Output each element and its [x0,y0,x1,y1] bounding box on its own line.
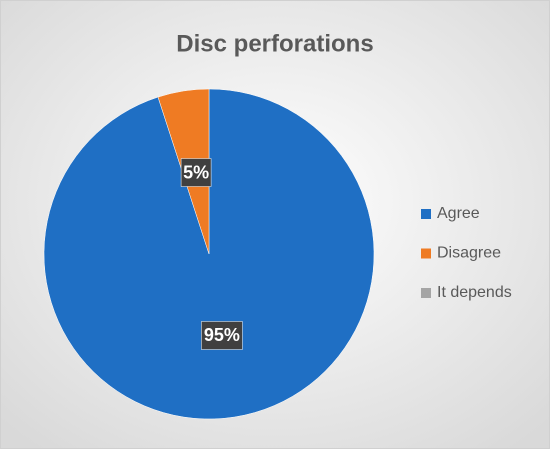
legend-label: Agree [437,205,480,222]
legend-label: It depends [437,284,512,301]
legend-swatch [421,209,431,219]
data-label-box [201,321,243,350]
legend-swatch [421,288,431,298]
chart-title: Disc perforations [176,30,373,57]
data-label-box [180,158,212,187]
legend-swatch [421,248,431,259]
legend-label: Disagree [437,245,501,262]
data-label: 5% [183,162,209,182]
data-label: 95% [204,325,240,345]
